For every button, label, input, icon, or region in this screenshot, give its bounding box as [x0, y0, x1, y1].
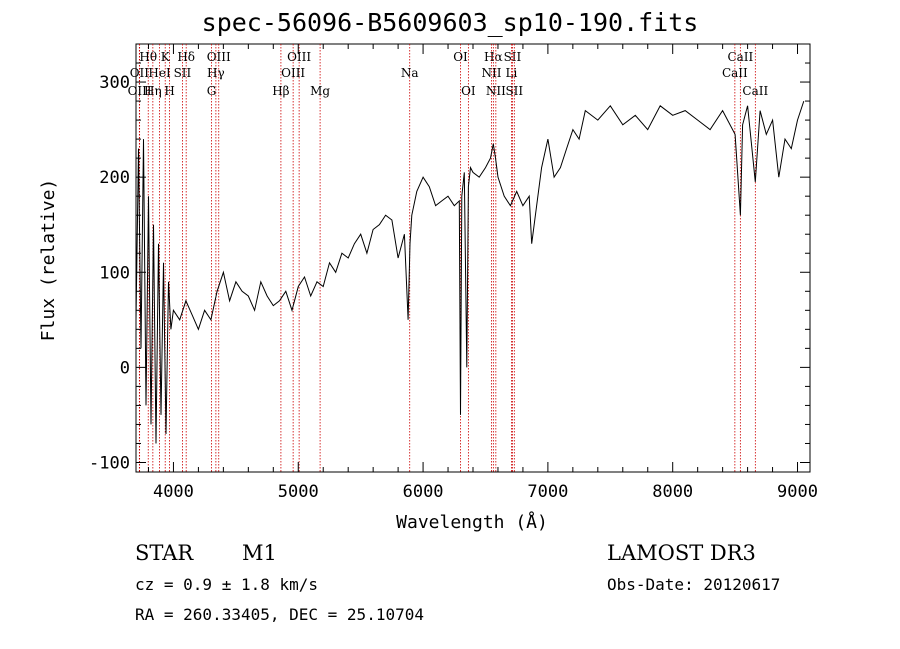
spectral-line-label: CaII — [727, 50, 753, 64]
x-tick-label: 4000 — [153, 482, 194, 502]
spectral-line-label: H — [164, 84, 174, 98]
spectral-line-label: Li — [506, 66, 518, 80]
chart-title: spec-56096-B5609603_sp10-190.fits — [201, 8, 699, 37]
y-tick-label: -100 — [89, 453, 130, 473]
x-tick-label: 7000 — [527, 482, 568, 502]
spectral-line-label: HeI — [148, 66, 171, 80]
x-axis-label: Wavelength (Å) — [396, 511, 548, 533]
spectral-line-label: OIII — [287, 50, 311, 64]
spectral-line-label: OIII — [128, 84, 152, 98]
survey-name: LAMOST DR3 — [607, 541, 756, 565]
spectrum-series — [135, 100, 805, 444]
y-tick-label: 0 — [120, 358, 130, 378]
spectral-line-label: SII — [504, 50, 522, 64]
axes-frame — [135, 43, 811, 473]
spectral-line-label: Hα — [484, 50, 503, 64]
object-subclass: M1 — [242, 541, 277, 565]
spectral-line-label: OIII — [281, 66, 305, 80]
object-type: STAR — [135, 541, 194, 565]
x-tick-label: 6000 — [403, 482, 444, 502]
spectral-line-label: Mg — [310, 84, 330, 98]
spectral-line-label: NII — [486, 84, 506, 98]
spectral-line-label: G — [207, 84, 217, 98]
spectral-line-label: NII — [481, 66, 501, 80]
spectral-line-label: SII — [174, 66, 192, 80]
spectral-line-label: K — [161, 50, 171, 64]
spectral-line-label: CaII — [722, 66, 748, 80]
x-tick-label: 9000 — [777, 482, 818, 502]
y-tick-label: 200 — [99, 168, 130, 188]
spectral-line-label: SII — [505, 84, 523, 98]
spectral-line-label: Hδ — [177, 50, 195, 64]
spectral-line-label: CaII — [742, 84, 768, 98]
tick-marks: 4000 5000 6000 7000 8000 9000 -100 0 100 200 300 — [89, 44, 818, 502]
spectrum-line — [135, 100, 805, 444]
y-tick-label: 300 — [99, 73, 130, 93]
x-tick-label: 5000 — [278, 482, 319, 502]
spectral-line-label: OI — [453, 50, 468, 64]
spectral-line-label: Hη — [144, 84, 162, 98]
y-tick-label: 100 — [99, 263, 130, 283]
spectral-line-label: Hθ — [139, 50, 157, 64]
spectral-line-label: OI — [461, 84, 476, 98]
spectral-line-label: Hγ — [207, 66, 225, 80]
redshift-readout: cz = 0.9 ± 1.8 km/s — [135, 575, 319, 594]
spectral-line-label: OIII — [207, 50, 231, 64]
spectral-line-label: Hβ — [272, 84, 289, 98]
spectral-line-label: Na — [401, 66, 419, 80]
x-tick-label: 8000 — [652, 482, 693, 502]
y-axis-label: Flux (relative) — [38, 179, 59, 342]
spectral-line-label: OII — [130, 66, 150, 80]
coordinates: RA = 260.33405, DEC = 25.10704 — [135, 605, 424, 624]
obs-date: Obs-Date: 20120617 — [607, 575, 781, 594]
plot-border — [135, 43, 811, 473]
